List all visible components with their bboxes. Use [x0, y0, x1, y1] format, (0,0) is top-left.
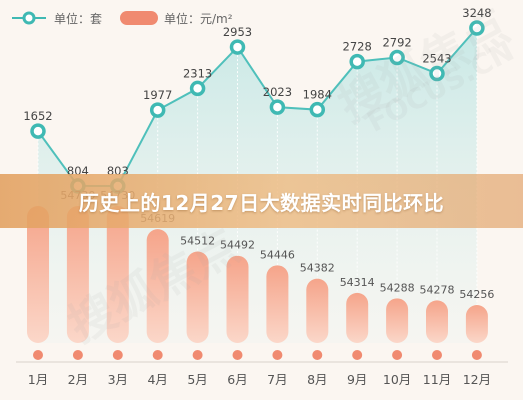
x-tick-label: 1月 — [28, 372, 48, 387]
bar-value-label: 54446 — [260, 248, 295, 261]
legend-line-marker — [22, 11, 36, 25]
baseline-dot — [352, 350, 363, 360]
bar — [106, 206, 129, 343]
bar-value-label: 54278 — [420, 283, 455, 296]
line-point — [389, 49, 405, 66]
x-tick-label: 9月 — [347, 372, 367, 387]
x-tick-label: 8月 — [307, 372, 327, 387]
x-tick-label: 10月 — [383, 372, 411, 387]
bar-value-label: 54382 — [300, 262, 335, 275]
line-point — [309, 101, 326, 118]
legend-label-bar: 单位：元/m² — [164, 11, 233, 26]
line-value-label: 2792 — [382, 35, 411, 49]
bar — [346, 292, 369, 343]
bar — [266, 265, 289, 343]
baseline-dot — [33, 350, 43, 360]
bar — [186, 251, 209, 343]
line-value-label: 1977 — [143, 88, 172, 102]
baseline-dot — [312, 350, 323, 360]
baseline-dot — [471, 350, 482, 360]
bar-value-label: 54314 — [340, 276, 375, 289]
x-tick-label: 7月 — [267, 372, 287, 387]
baseline-dot — [112, 350, 123, 360]
baseline-dot — [432, 350, 442, 360]
title-banner: 历史上的12月27日大数据实时同比环比 — [0, 174, 523, 228]
baseline-dot — [152, 350, 163, 360]
x-tick-label: 5月 — [187, 372, 207, 387]
line-point — [469, 20, 485, 36]
line-point — [229, 39, 246, 55]
line-value-label: 1984 — [303, 88, 332, 102]
x-tick-label: 4月 — [147, 372, 167, 387]
x-tick-label: 12月 — [463, 372, 491, 387]
line-point — [429, 65, 445, 82]
baseline-dot — [232, 350, 243, 360]
x-tick-label: 2月 — [68, 372, 88, 387]
bar — [226, 255, 249, 343]
bar — [386, 298, 409, 343]
bar — [306, 278, 329, 343]
bar-value-label: 54512 — [180, 235, 215, 248]
bar-series — [27, 206, 488, 343]
line-point — [30, 123, 46, 139]
line-point — [349, 53, 365, 70]
x-tick-label: 6月 — [227, 372, 247, 387]
line-value-label: 2543 — [422, 52, 451, 66]
bar — [66, 206, 89, 343]
x-axis: 1月 2月 3月 4月 5月 6月 7月 8月 9月 10月 11月 12月 — [16, 361, 508, 387]
line-value-label: 2953 — [223, 25, 252, 39]
x-tick-label: 3月 — [108, 372, 128, 387]
baseline-dots — [33, 350, 482, 360]
bar — [27, 206, 49, 343]
bar-value-label: 54256 — [459, 288, 494, 301]
x-tick-label: 11月 — [423, 372, 451, 387]
line-value-label: 3248 — [462, 6, 491, 20]
legend: 单位：套 单位：元/m² — [12, 11, 233, 26]
bar-value-label: 54492 — [220, 239, 255, 252]
baseline-dot — [192, 350, 203, 360]
baseline-dot — [272, 350, 283, 360]
baseline-dot — [392, 350, 403, 360]
line-point — [189, 80, 206, 97]
line-point — [269, 99, 286, 115]
bar — [146, 229, 169, 343]
line-point — [149, 102, 166, 118]
banner-title: 历史上的12月27日大数据实时同比环比 — [78, 190, 445, 215]
bar — [465, 305, 488, 343]
legend-label-line: 单位：套 — [54, 11, 102, 26]
line-value-label: 2313 — [183, 66, 212, 80]
baseline-dot — [72, 350, 83, 360]
line-value-label: 1652 — [23, 109, 52, 123]
line-value-label: 2023 — [263, 85, 292, 99]
line-value-label: 2728 — [343, 40, 372, 54]
bar-value-label: 54288 — [380, 281, 415, 294]
legend-bar-swatch — [120, 11, 158, 25]
bar — [426, 300, 448, 343]
